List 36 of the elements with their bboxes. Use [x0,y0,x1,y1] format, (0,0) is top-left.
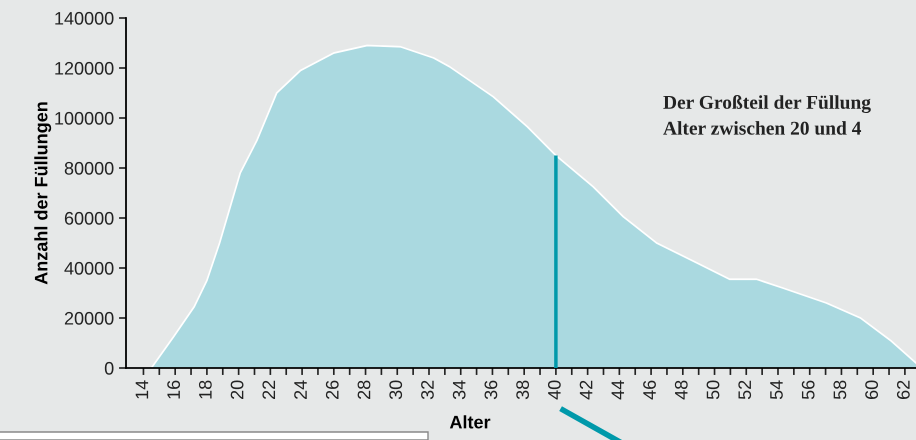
x-tick-label: 54 [770,380,783,400]
x-tick-label: 32 [421,380,434,400]
x-tick-label: 60 [865,380,878,399]
x-tick-label: 20 [230,380,244,399]
y-tick-label: 40000 [64,262,114,275]
x-tick-label: 48 [674,380,688,400]
y-tick-label: 80000 [64,162,114,175]
y-tick-label: 0 [104,362,114,375]
x-tick-label: 18 [198,380,212,399]
x-tick-label: 56 [802,380,815,400]
x-tick-label: 42 [580,380,592,400]
x-tick-label: 14 [136,380,148,399]
x-tick-label: 46 [643,380,656,400]
x-tick-label: 26 [326,380,339,399]
x-tick-label: 50 [706,380,720,400]
y-tick-label: 140000 [55,12,114,25]
x-tick-label: 36 [484,380,498,400]
x-tick-label: 62 [896,380,910,399]
x-tick-label: 30 [389,380,402,400]
x-tick-label: 24 [294,380,307,399]
y-tick-label: 60000 [64,212,114,225]
x-axis-title: Alter [450,415,490,429]
y-axis-title: Anzahl der Füllungen [34,102,52,284]
y-tick-label: 120000 [55,62,114,75]
x-tick-label: 44 [612,380,624,400]
x-tick-label: 22 [262,380,276,399]
annotation: Der Großteil der Füllung Alter zwischen 20 und 4 [663,95,871,135]
y-tick-label: 20000 [64,312,114,325]
x-tick-label: 38 [516,380,530,400]
x-tick-label: 34 [452,380,466,400]
x-tick-label: 28 [358,380,370,399]
x-tick-label: 52 [738,380,752,400]
y-tick-label: 100000 [55,112,114,125]
x-tick-label: 40 [548,380,561,400]
x-tick-label: 58 [834,380,846,400]
x-tick-label: 16 [167,380,180,399]
